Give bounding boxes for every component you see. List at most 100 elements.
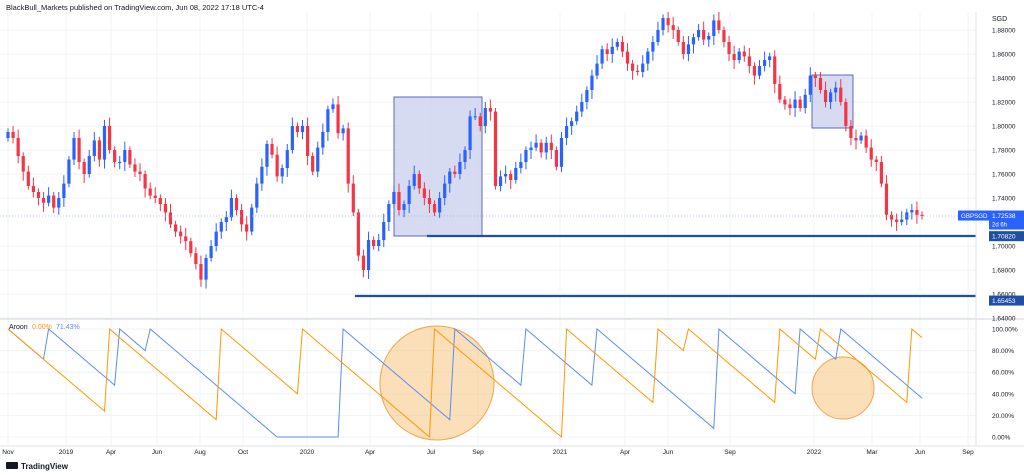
candle-body: [641, 63, 645, 72]
candle-body: [209, 246, 213, 258]
candle-body: [889, 214, 894, 220]
candle-body: [47, 195, 51, 203]
candle-body: [504, 174, 508, 177]
candle-body: [250, 207, 254, 232]
candle-body: [539, 142, 543, 153]
candle-body: [331, 104, 335, 110]
candle-body: [874, 159, 878, 162]
candle-body: [544, 142, 548, 153]
candle-body: [351, 183, 355, 213]
candle-body: [219, 222, 223, 232]
chart-grid: [0, 12, 976, 446]
price-axis-label: 1.66000: [992, 292, 1016, 299]
candle-body: [610, 46, 614, 54]
candle-body: [473, 116, 477, 118]
candle-body: [630, 63, 635, 71]
aroon-axis-label: 0.00%: [992, 435, 1011, 442]
time-axis-label: Apr: [106, 449, 117, 456]
candle-body: [36, 192, 41, 198]
time-axis-label: Apr: [620, 449, 631, 456]
candle-body: [118, 162, 122, 163]
candle-body: [143, 174, 147, 189]
candle-body: [260, 166, 264, 184]
candle-body: [793, 99, 797, 108]
candle-body: [534, 142, 538, 148]
candle-body: [173, 224, 178, 232]
candle-body: [285, 150, 289, 168]
price-axis-label: 1.80000: [992, 124, 1016, 131]
candle-body: [468, 116, 472, 150]
candle-body: [443, 183, 447, 198]
candle-body: [204, 258, 208, 280]
candle-body: [382, 222, 386, 240]
candle-body: [661, 18, 665, 30]
time-axis-label: Nov: [2, 449, 14, 456]
candle-body: [31, 186, 35, 192]
time-axis[interactable]: Nov 2019 Apr Jun Aug Oct 2020 Apr Jul Sep 2021 Apr J…: [2, 449, 974, 456]
time-axis-label: Jun: [915, 449, 926, 456]
candle-body: [270, 144, 274, 155]
candle-body: [823, 90, 828, 102]
candle-body: [290, 126, 294, 150]
aroon-down-line: [7, 327, 923, 438]
price-axis[interactable]: 1.88000 1.86000 1.84000 1.82000 1.80000 1.780…: [992, 28, 1016, 323]
time-axis-label: Sep: [472, 449, 484, 456]
aroon-axis-label: 20.00%: [992, 413, 1014, 420]
candle-body: [123, 150, 127, 162]
candle-body: [768, 56, 772, 60]
candle-body: [559, 138, 564, 167]
candle-body: [742, 51, 746, 57]
candle-body: [519, 162, 523, 168]
candle-body: [417, 174, 421, 189]
candle-body: [920, 214, 924, 216]
candle-body: [762, 60, 767, 66]
time-axis-label: 2019: [59, 449, 74, 456]
candle-body: [463, 150, 467, 162]
candle-body: [153, 195, 157, 198]
tradingview-logo[interactable]: TradingView: [6, 462, 69, 471]
candle-body: [316, 147, 320, 172]
candle-body: [783, 99, 787, 105]
candle-body: [361, 255, 366, 270]
level-price-value: 1.70820: [992, 234, 1016, 241]
symbol-tag-label: GBPSGD: [961, 213, 988, 220]
price-axis-label: 1.84000: [992, 76, 1016, 83]
candle-body: [651, 42, 655, 52]
candle-body: [179, 231, 183, 237]
candle-body: [884, 183, 889, 215]
candle-body: [407, 186, 411, 204]
candle-body: [666, 18, 670, 26]
aroon-legend-name: Aroon: [9, 324, 28, 331]
candle-body: [229, 198, 234, 218]
candle-body: [392, 192, 396, 204]
candle-body: [128, 150, 132, 165]
candle-body: [478, 116, 482, 126]
candle-body: [514, 168, 518, 180]
candle-body: [620, 42, 625, 52]
candle-body: [97, 140, 101, 160]
candle-body: [397, 192, 401, 210]
candle-body: [356, 212, 360, 256]
candle-body: [453, 171, 457, 174]
level-price-tag: [989, 231, 1024, 242]
aroon-axis[interactable]: 100.00% 80.00% 60.00% 40.00% 20.00% 0.00%: [992, 327, 1018, 442]
candle-body: [214, 231, 218, 246]
level-price-tag: [989, 295, 1024, 306]
candle-body: [570, 121, 574, 126]
candle-body: [422, 188, 426, 198]
time-axis-label: 2021: [553, 449, 568, 456]
candle-body: [646, 51, 650, 64]
candle-body: [427, 198, 432, 204]
candle-body: [839, 87, 843, 102]
candle-body: [829, 92, 833, 102]
candle-body: [412, 174, 416, 186]
aroon-legend-up-value: 0.00%: [32, 324, 52, 331]
candle-body: [849, 126, 853, 138]
candle-body: [895, 219, 899, 222]
time-axis-label: 2022: [807, 449, 822, 456]
candlestick-series: [6, 12, 924, 289]
price-axis-label: 1.82000: [992, 100, 1016, 107]
candle-body: [402, 204, 406, 210]
candle-body: [239, 210, 244, 225]
